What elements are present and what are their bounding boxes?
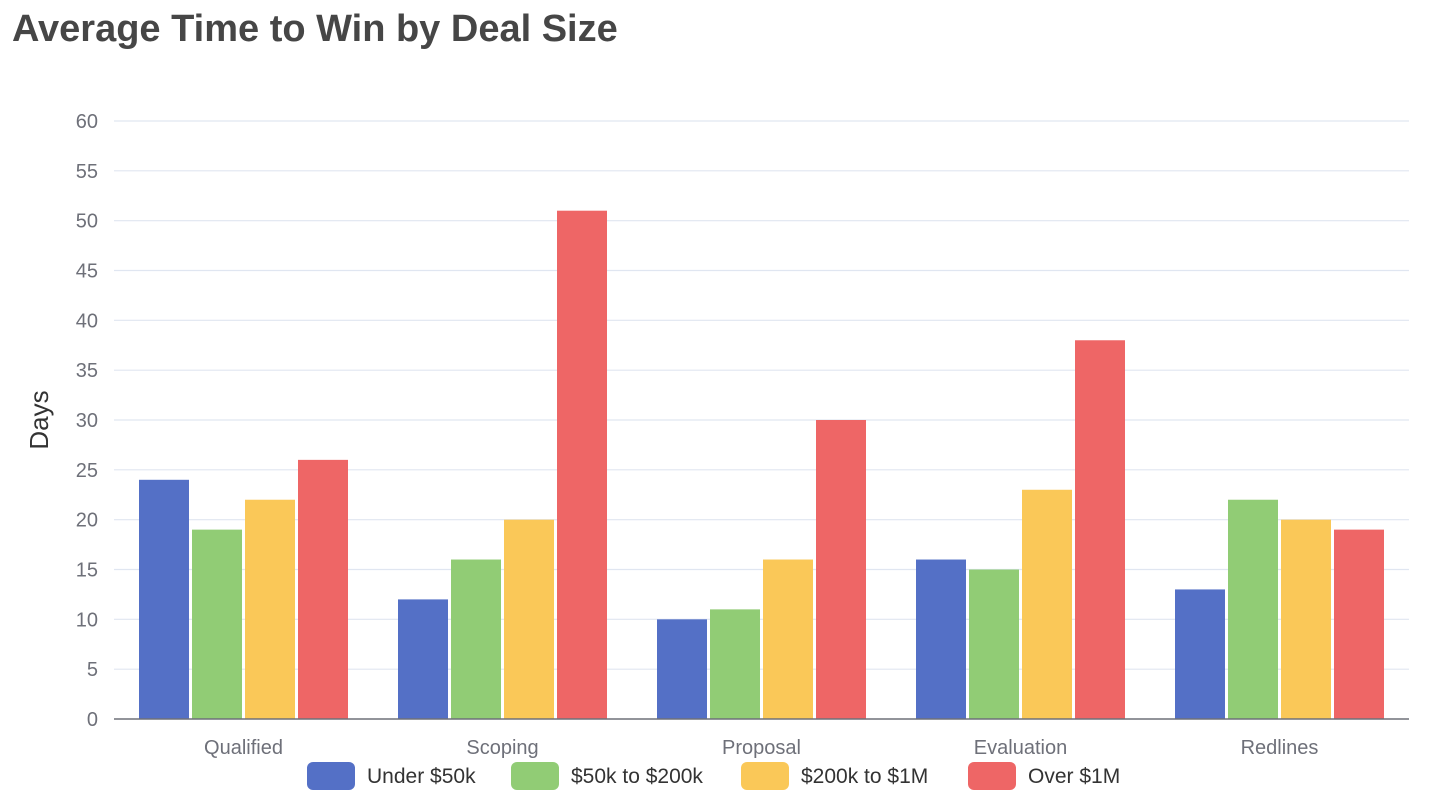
y-axis-title: Days bbox=[24, 390, 54, 449]
y-tick-label: 10 bbox=[76, 609, 98, 631]
x-tick-label: Scoping bbox=[466, 737, 538, 759]
x-tick-label: Proposal bbox=[722, 737, 801, 759]
y-tick-label: 60 bbox=[76, 111, 98, 133]
legend-label[interactable]: $50k to $200k bbox=[571, 765, 703, 788]
bar-proposal-series-0 bbox=[657, 619, 707, 719]
y-tick-label: 35 bbox=[76, 360, 98, 382]
legend-swatch[interactable] bbox=[307, 762, 355, 790]
y-tick-label: 30 bbox=[76, 410, 98, 432]
bar-scoping-series-3 bbox=[557, 210, 607, 719]
y-tick-label: 0 bbox=[87, 709, 98, 731]
bar-qualified-series-2 bbox=[245, 499, 295, 719]
legend-label[interactable]: $200k to $1M bbox=[801, 765, 928, 788]
y-tick-label: 5 bbox=[87, 659, 98, 681]
bar-redlines-series-1 bbox=[1228, 499, 1278, 719]
bar-evaluation-series-2 bbox=[1022, 489, 1072, 719]
chart-title: Average Time to Win by Deal Size bbox=[12, 8, 618, 50]
legend-swatch[interactable] bbox=[741, 762, 789, 790]
y-tick-label: 50 bbox=[76, 211, 98, 233]
legend-swatch[interactable] bbox=[968, 762, 1016, 790]
bar-evaluation-series-1 bbox=[969, 569, 1019, 719]
bar-qualified-series-3 bbox=[298, 459, 348, 719]
legend-label[interactable]: Over $1M bbox=[1028, 765, 1120, 788]
bar-qualified-series-1 bbox=[192, 529, 242, 719]
bar-scoping-series-1 bbox=[451, 559, 501, 719]
legend-swatch[interactable] bbox=[511, 762, 559, 790]
bar-scoping-series-0 bbox=[398, 599, 448, 719]
bar-redlines-series-3 bbox=[1334, 529, 1384, 719]
bar-proposal-series-1 bbox=[710, 609, 760, 719]
y-tick-label: 20 bbox=[76, 510, 98, 532]
y-axis-ticks: 0 5 10 15 20 25 30 35 40 45 50 55 60 bbox=[76, 111, 98, 731]
legend: Under $50k $50k to $200k $200k to $1M Over … bbox=[307, 762, 1120, 790]
x-tick-label: Qualified bbox=[204, 737, 283, 759]
y-tick-label: 25 bbox=[76, 460, 98, 482]
y-tick-label: 55 bbox=[76, 161, 98, 183]
bar-redlines-series-0 bbox=[1175, 589, 1225, 719]
legend-label[interactable]: Under $50k bbox=[367, 765, 476, 788]
bars bbox=[139, 210, 1384, 719]
bar-proposal-series-3 bbox=[816, 420, 866, 719]
bar-evaluation-series-3 bbox=[1075, 340, 1125, 719]
bar-scoping-series-2 bbox=[504, 519, 554, 719]
y-tick-label: 15 bbox=[76, 560, 98, 582]
bar-evaluation-series-0 bbox=[916, 559, 966, 719]
bar-redlines-series-2 bbox=[1281, 519, 1331, 719]
x-axis-ticks: Qualified Scoping Proposal Evaluation Redlin… bbox=[204, 737, 1318, 759]
y-tick-label: 45 bbox=[76, 261, 98, 283]
x-tick-label: Redlines bbox=[1241, 737, 1319, 759]
x-tick-label: Evaluation bbox=[974, 737, 1067, 759]
y-tick-label: 40 bbox=[76, 310, 98, 332]
bar-qualified-series-0 bbox=[139, 479, 189, 719]
bar-proposal-series-2 bbox=[763, 559, 813, 719]
